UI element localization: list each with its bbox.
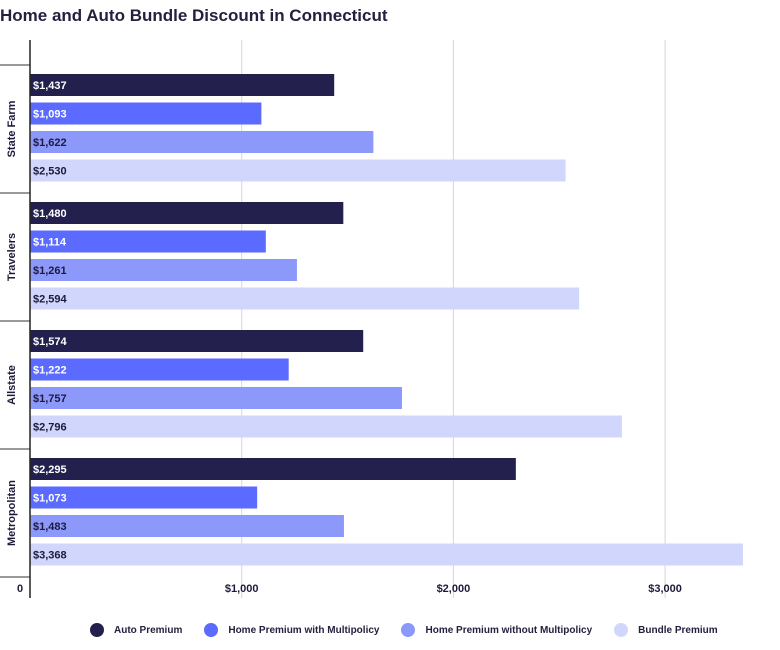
bar [30, 74, 335, 96]
data-label: $2,530 [33, 166, 67, 178]
x-tick-label: $3,000 [648, 583, 682, 595]
legend-label: Auto Premium [114, 624, 183, 636]
data-label: $1,622 [33, 137, 67, 149]
category-label: Allstate [6, 365, 18, 405]
legend-label: Bundle Premium [638, 624, 718, 636]
data-label: $1,073 [33, 493, 67, 505]
data-label: $1,483 [33, 521, 67, 533]
legend-swatch [90, 623, 104, 637]
bar [30, 287, 580, 310]
bar [30, 486, 258, 509]
bar [30, 543, 743, 566]
x-tick-label: $1,000 [225, 583, 259, 595]
legend-item: Home Premium with Multipolicy [204, 623, 379, 637]
data-label: $1,222 [33, 365, 67, 377]
bar [30, 415, 622, 438]
data-label: $2,796 [33, 422, 67, 434]
data-label: $3,368 [33, 550, 67, 562]
bar [30, 202, 344, 224]
data-label: $2,594 [33, 294, 68, 306]
legend-swatch [204, 623, 219, 637]
data-label: $1,480 [33, 208, 67, 220]
x-tick-label: $2,000 [437, 583, 471, 595]
bar [30, 358, 289, 381]
bar [30, 458, 516, 480]
legend-swatch [401, 623, 416, 637]
category-label: Travelers [6, 233, 18, 281]
x-tick-label: 0 [17, 583, 23, 595]
chart-title: Home and Auto Bundle Discount in Connect… [0, 6, 388, 25]
legend-item: Auto Premium [90, 623, 182, 637]
bar [30, 259, 297, 281]
bar [30, 131, 374, 153]
data-label: $1,114 [33, 237, 67, 249]
data-label: $1,261 [33, 265, 67, 277]
bar [30, 230, 266, 253]
data-label: $1,437 [33, 80, 67, 92]
legend-label: Home Premium without Multipolicy [425, 624, 593, 636]
legend-item: Home Premium without Multipolicy [401, 623, 592, 637]
data-label: $2,295 [33, 464, 67, 476]
legend-item: Bundle Premium [614, 623, 718, 637]
legend: Auto Premium Home Premium with Multipoli… [90, 620, 740, 640]
data-label: $1,093 [33, 109, 67, 121]
bar [30, 387, 402, 409]
category-label: Metropolitan [6, 480, 18, 546]
data-label: $1,757 [33, 393, 67, 405]
category-label: State Farm [6, 100, 18, 157]
bar [30, 159, 566, 182]
legend-swatch [614, 623, 629, 637]
bar [30, 102, 262, 125]
bar [30, 515, 344, 537]
bar [30, 330, 364, 352]
data-label: $1,574 [33, 336, 68, 348]
legend-label: Home Premium with Multipolicy [228, 624, 380, 636]
